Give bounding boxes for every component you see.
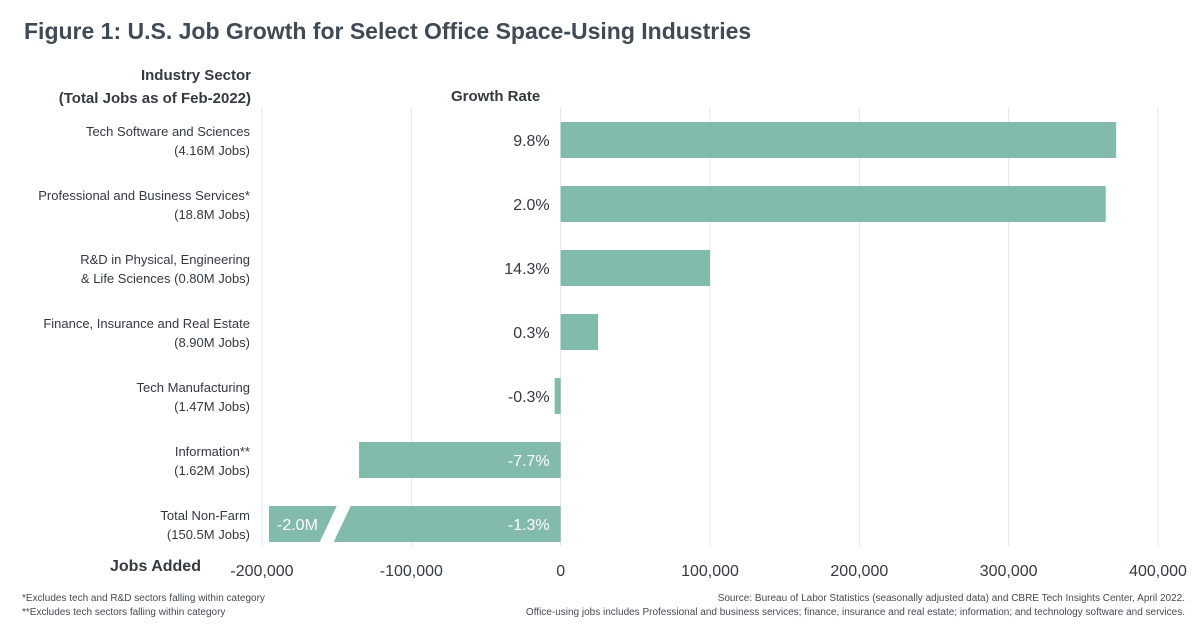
growth-rate-label: 9.8% — [513, 133, 549, 150]
footnote-1: *Excludes tech and R&D sectors falling w… — [22, 593, 265, 604]
category-label: Professional and Business Services* — [38, 188, 250, 203]
x-tick-label: 300,000 — [980, 563, 1038, 580]
bar — [560, 250, 710, 286]
category-sublabel: (4.16M Jobs) — [174, 143, 250, 158]
sector-column-header: Industry Sector (Total Jobs as of Feb-20… — [59, 64, 251, 110]
growth-rate-label: 2.0% — [513, 197, 549, 214]
category-sublabel: (1.62M Jobs) — [174, 463, 250, 478]
growth-rate-label: 14.3% — [504, 261, 549, 278]
growth-rate-header: Growth Rate — [451, 88, 541, 105]
category-label: R&D in Physical, Engineering — [80, 252, 250, 267]
footnotes: *Excludes tech and R&D sectors falling w… — [22, 592, 265, 620]
growth-rate-label: -0.3% — [508, 389, 550, 406]
sector-header-line1: Industry Sector — [140, 67, 251, 84]
category-label: Tech Software and Sciences — [86, 124, 251, 139]
category-label: Total Non-Farm — [160, 508, 250, 523]
x-tick-label: -100,000 — [380, 563, 443, 580]
bar — [359, 442, 561, 478]
category-label: Information** — [175, 444, 250, 459]
x-axis-title: Jobs Added — [110, 558, 201, 575]
x-tick-label: 200,000 — [830, 563, 888, 580]
category-sublabel: & Life Sciences (0.80M Jobs) — [81, 271, 250, 286]
gridlines — [261, 108, 1159, 546]
growth-rate-label: 0.3% — [513, 325, 549, 342]
category-sublabel: (8.90M Jobs) — [174, 335, 250, 350]
axis-break-mark — [319, 505, 352, 543]
bar — [554, 378, 561, 414]
footnote-2: **Excludes tech sectors falling within c… — [22, 607, 226, 618]
growth-rate-label: -1.3% — [508, 517, 550, 534]
chart-title: Figure 1: U.S. Job Growth for Select Off… — [24, 18, 752, 44]
bar — [560, 186, 1106, 222]
source-note: Source: Bureau of Labor Statistics (seas… — [526, 592, 1185, 620]
source-line: Source: Bureau of Labor Statistics (seas… — [717, 593, 1185, 604]
labels: -200,000 -100,000 0 100,000 200,000 300,000 40… — [38, 124, 1187, 580]
bar — [560, 122, 1117, 158]
sector-header-line2: (Total Jobs as of Feb-2022) — [58, 90, 251, 107]
category-label: Finance, Insurance and Real Estate — [43, 316, 250, 331]
category-label: Tech Manufacturing — [137, 380, 250, 395]
bar — [269, 506, 561, 542]
bar-value-label: -2.0M — [277, 517, 318, 534]
definition-line: Office-using jobs includes Professional … — [525, 607, 1185, 618]
category-sublabel: (18.8M Jobs) — [174, 207, 250, 222]
x-tick-label: 100,000 — [681, 563, 739, 580]
x-tick-label: 400,000 — [1129, 563, 1187, 580]
category-sublabel: (150.5M Jobs) — [167, 527, 250, 542]
growth-rate-label: -7.7% — [508, 453, 550, 470]
bar — [560, 314, 598, 350]
category-sublabel: (1.47M Jobs) — [174, 399, 250, 414]
x-tick-label: 0 — [556, 563, 565, 580]
x-tick-label: -200,000 — [230, 563, 293, 580]
bars — [269, 122, 1117, 543]
